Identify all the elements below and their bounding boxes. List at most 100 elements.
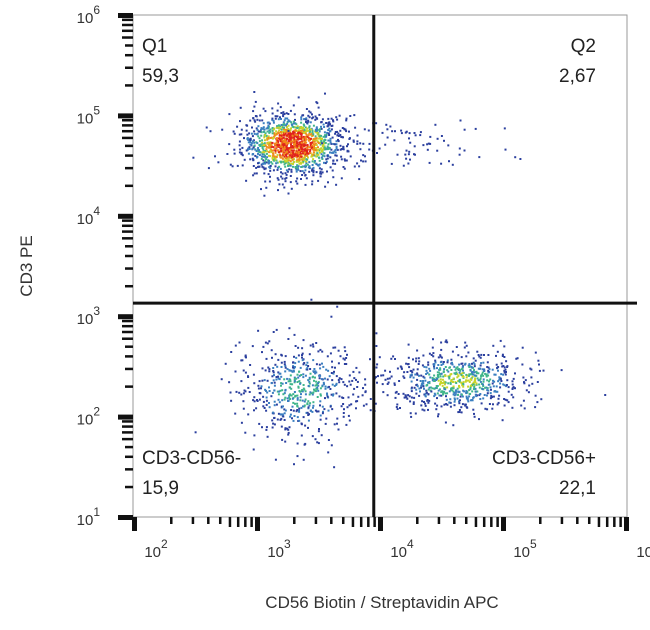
data-point — [464, 341, 467, 344]
data-point — [272, 367, 275, 369]
data-point — [312, 169, 315, 172]
data-point — [380, 374, 383, 377]
data-point — [321, 171, 324, 174]
data-point — [504, 373, 507, 376]
data-point — [306, 154, 309, 157]
data-point — [507, 386, 510, 389]
data-point — [428, 352, 431, 355]
data-point — [313, 140, 316, 143]
data-point — [458, 363, 461, 366]
data-point — [205, 126, 208, 129]
data-point — [294, 126, 297, 129]
data-point — [471, 375, 474, 378]
data-point — [318, 163, 321, 166]
data-point — [284, 428, 287, 431]
data-point — [438, 394, 441, 397]
data-point — [276, 125, 279, 128]
data-point — [293, 377, 296, 380]
data-point — [499, 386, 502, 389]
y-minor-tick — [122, 337, 133, 340]
data-point — [260, 385, 263, 388]
data-point — [277, 132, 280, 135]
y-minor-tick — [122, 118, 133, 122]
data-point — [290, 170, 293, 173]
data-point — [335, 183, 338, 186]
data-point — [442, 381, 445, 384]
data-point — [276, 365, 279, 368]
data-point — [439, 355, 442, 358]
data-point — [387, 381, 390, 384]
data-point — [255, 172, 258, 175]
data-point — [263, 144, 265, 146]
data-point — [299, 151, 302, 154]
data-point — [268, 166, 271, 169]
data-point — [448, 375, 451, 377]
data-point — [319, 137, 322, 140]
data-point — [296, 416, 299, 419]
data-point — [344, 128, 347, 131]
data-point — [346, 406, 349, 409]
data-point — [284, 140, 287, 143]
data-point — [296, 136, 299, 139]
data-point — [481, 371, 484, 374]
data-point — [480, 353, 483, 356]
x-tick-label: 105 — [513, 537, 537, 561]
y-minor-tick — [122, 219, 133, 222]
data-point — [328, 134, 331, 136]
data-point — [276, 168, 279, 171]
data-point — [421, 400, 424, 403]
data-point — [293, 366, 296, 368]
data-point — [301, 347, 304, 350]
data-point — [437, 376, 440, 379]
data-point — [331, 136, 334, 139]
data-point — [278, 183, 281, 186]
data-point — [269, 175, 271, 178]
data-point — [482, 380, 485, 383]
data-point — [467, 351, 470, 354]
data-point — [502, 383, 505, 386]
data-point — [281, 172, 284, 175]
data-point — [352, 393, 355, 396]
data-point — [291, 154, 294, 157]
data-point — [462, 382, 465, 385]
data-point — [311, 410, 314, 413]
data-point — [311, 164, 314, 166]
data-point — [295, 168, 298, 171]
x-minor-tick — [619, 517, 622, 527]
data-point — [276, 137, 278, 140]
data-point — [256, 155, 259, 158]
data-point — [407, 162, 410, 165]
data-point — [325, 133, 328, 136]
data-point — [247, 147, 250, 150]
data-point — [428, 386, 431, 389]
x-minor-tick — [351, 517, 355, 527]
data-point — [257, 329, 260, 332]
data-point — [410, 396, 413, 399]
data-point — [443, 380, 446, 383]
data-point — [281, 126, 284, 129]
data-point — [312, 401, 315, 404]
data-point — [262, 148, 265, 151]
data-point — [349, 155, 352, 158]
data-point — [292, 136, 295, 139]
data-point — [261, 153, 264, 156]
data-point — [279, 418, 282, 421]
data-point — [501, 419, 504, 422]
data-point — [280, 145, 283, 148]
data-point — [305, 133, 308, 136]
data-point — [355, 378, 357, 381]
data-point — [474, 377, 477, 380]
data-point — [311, 343, 314, 346]
data-point — [330, 148, 333, 151]
data-point — [391, 130, 394, 133]
data-point — [403, 376, 406, 379]
data-point — [286, 158, 289, 161]
data-point — [296, 402, 299, 405]
data-point — [424, 404, 427, 407]
data-point — [308, 126, 311, 129]
data-point — [292, 366, 294, 369]
data-point — [270, 349, 273, 352]
data-point — [514, 387, 516, 390]
data-point — [409, 141, 412, 144]
